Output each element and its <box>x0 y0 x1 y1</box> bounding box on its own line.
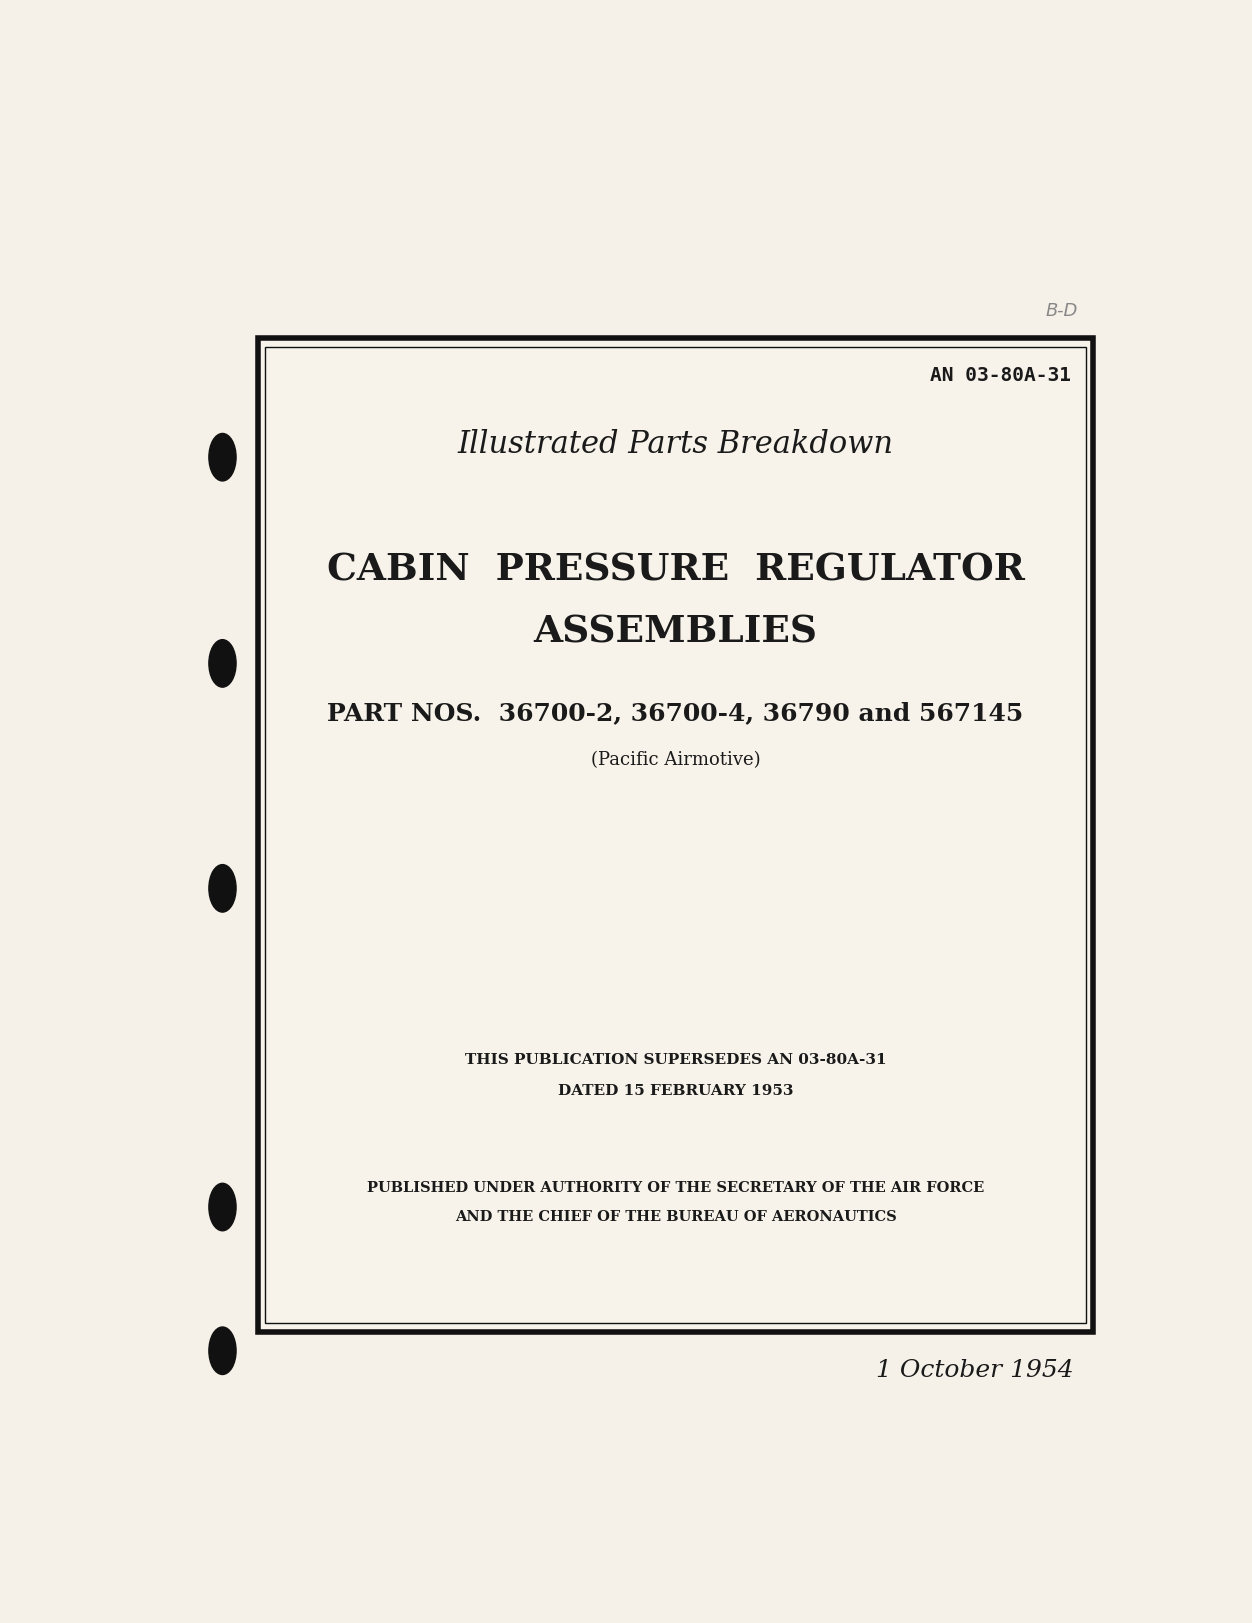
Ellipse shape <box>209 1183 237 1230</box>
Text: CABIN  PRESSURE  REGULATOR: CABIN PRESSURE REGULATOR <box>327 552 1024 588</box>
Bar <box>265 347 1085 1323</box>
Text: AND THE CHIEF OF THE BUREAU OF AERONAUTICS: AND THE CHIEF OF THE BUREAU OF AERONAUTI… <box>454 1211 896 1224</box>
Text: PUBLISHED UNDER AUTHORITY OF THE SECRETARY OF THE AIR FORCE: PUBLISHED UNDER AUTHORITY OF THE SECRETA… <box>367 1182 984 1195</box>
Text: (Pacific Airmotive): (Pacific Airmotive) <box>591 750 760 769</box>
Text: PART NOS.  36700-2, 36700-4, 36790 and 567145: PART NOS. 36700-2, 36700-4, 36790 and 56… <box>328 701 1024 725</box>
Ellipse shape <box>209 639 237 687</box>
Text: 1 October 1954: 1 October 1954 <box>876 1360 1073 1383</box>
Ellipse shape <box>209 433 237 480</box>
Text: DATED 15 FEBRUARY 1953: DATED 15 FEBRUARY 1953 <box>558 1084 794 1097</box>
Text: ASSEMBLIES: ASSEMBLIES <box>533 613 818 651</box>
Text: THIS PUBLICATION SUPERSEDES AN 03-80A-31: THIS PUBLICATION SUPERSEDES AN 03-80A-31 <box>464 1053 886 1066</box>
Ellipse shape <box>209 1328 237 1375</box>
Bar <box>258 339 1093 1332</box>
Text: AN 03-80A-31: AN 03-80A-31 <box>930 365 1072 385</box>
Text: Illustrated Parts Breakdown: Illustrated Parts Breakdown <box>458 428 894 461</box>
Text: B-D: B-D <box>1045 302 1078 320</box>
Ellipse shape <box>209 865 237 912</box>
